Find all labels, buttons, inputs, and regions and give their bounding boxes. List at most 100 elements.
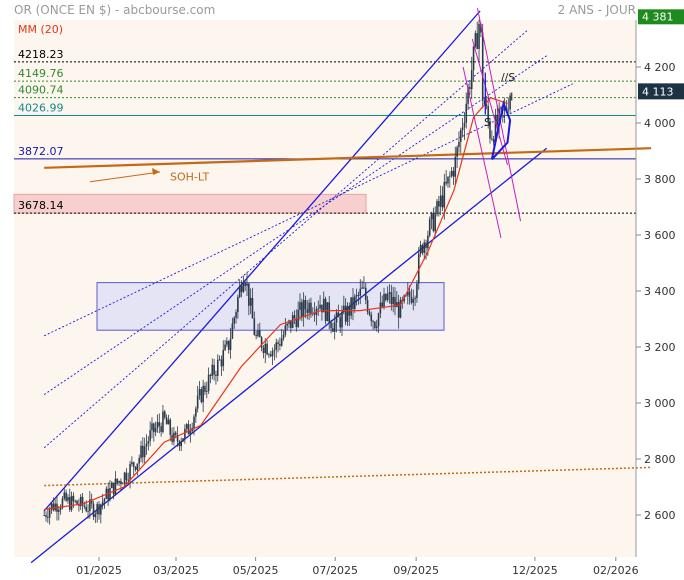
candle-body <box>385 293 387 301</box>
x-tick-label: 07/2025 <box>312 564 358 577</box>
candle-body <box>90 499 93 504</box>
candle-body <box>290 320 292 328</box>
candle-body <box>357 294 360 296</box>
candle-body <box>293 315 296 319</box>
candle-body <box>68 497 71 510</box>
candle-body <box>258 330 261 338</box>
candle-body <box>496 114 499 126</box>
candle-body <box>372 321 374 322</box>
x-tick-label: 09/2025 <box>393 564 439 577</box>
candle-body <box>87 511 89 512</box>
candle-body <box>352 297 354 309</box>
candle-body <box>125 472 128 480</box>
candle-body <box>469 87 471 90</box>
candle-body <box>180 441 183 447</box>
candle-body <box>266 343 268 355</box>
x-tick-label: 05/2025 <box>233 564 279 577</box>
candle-body <box>165 417 168 425</box>
last-price-box <box>638 83 684 100</box>
candle-body <box>458 141 460 148</box>
candle-body <box>89 499 91 512</box>
candle-body <box>101 501 104 505</box>
candle-body <box>220 359 223 367</box>
candle-body <box>319 304 321 309</box>
candle-body <box>370 314 373 322</box>
candle-body <box>43 515 45 516</box>
candle-body <box>200 389 203 403</box>
y-tick-label: 3 000 <box>644 397 676 410</box>
candle-body <box>500 107 502 109</box>
candle-body <box>195 408 197 417</box>
candle-body <box>120 481 122 484</box>
x-tick-label: 02/2026 <box>593 564 639 577</box>
soh-lt-arrow <box>89 171 161 183</box>
candle-body <box>423 242 426 253</box>
candle-body <box>218 359 221 361</box>
candle-body <box>58 509 60 512</box>
candle-body <box>131 462 133 465</box>
candle-body <box>304 299 307 310</box>
candle-body <box>237 297 239 313</box>
candle-body <box>110 482 113 488</box>
candle-body <box>187 424 190 435</box>
candle-body <box>226 340 228 345</box>
candle-body <box>215 374 217 376</box>
candle-body <box>416 283 418 298</box>
candle-body <box>474 33 477 47</box>
candle-body <box>299 302 301 310</box>
candle-body <box>374 321 376 328</box>
pattern-triangle <box>490 99 512 161</box>
candle-body <box>103 498 106 502</box>
y-tick-label: 4 200 <box>644 61 676 74</box>
candle-body <box>388 292 391 294</box>
candle-body <box>481 32 484 101</box>
candle-body <box>364 287 367 300</box>
fan-line <box>462 66 502 238</box>
y-tick-label: 3 200 <box>644 341 676 354</box>
candle-body <box>492 138 495 143</box>
candle-body <box>153 423 155 433</box>
candle-body <box>100 504 102 515</box>
x-tick-label: 03/2025 <box>153 564 199 577</box>
candle-body <box>322 298 325 313</box>
candle-body <box>503 107 506 111</box>
candle-body <box>149 430 151 441</box>
candle-body <box>405 295 407 297</box>
candle-body <box>147 440 150 444</box>
candle-body <box>445 181 447 184</box>
candle-body <box>107 488 109 500</box>
candle-body <box>257 330 259 337</box>
candle-body <box>59 507 62 510</box>
y-tick-label: 3 600 <box>644 229 676 242</box>
candle-body <box>301 302 303 317</box>
candle-body <box>386 293 389 301</box>
candle-body <box>507 109 510 111</box>
y-tick-label: 3 800 <box>644 173 676 186</box>
candle-body <box>121 483 124 485</box>
candle-body <box>61 498 64 508</box>
candle-body <box>432 212 435 232</box>
candle-body <box>459 130 462 142</box>
candle-body <box>399 299 402 318</box>
candle-body <box>224 344 226 351</box>
candle-body <box>359 288 362 296</box>
high-badge-label: 4 381 <box>642 10 674 23</box>
candle-body <box>494 114 497 143</box>
candle-body <box>465 103 468 123</box>
candle-body <box>434 214 436 232</box>
candle-body <box>96 504 98 515</box>
long-support-line <box>44 466 652 487</box>
candle-body <box>491 138 493 140</box>
candle-body <box>333 322 336 332</box>
candle-body <box>65 492 67 501</box>
candle-body <box>282 334 285 339</box>
ma-label: MM (20) <box>18 23 63 36</box>
candle-body <box>143 446 146 458</box>
candle-body <box>193 416 195 428</box>
candle-body <box>67 497 69 501</box>
level-label: 4026.99 <box>18 101 64 114</box>
candle-body <box>436 201 438 215</box>
level-label: 4090.74 <box>18 84 64 97</box>
candle-body <box>112 482 115 495</box>
